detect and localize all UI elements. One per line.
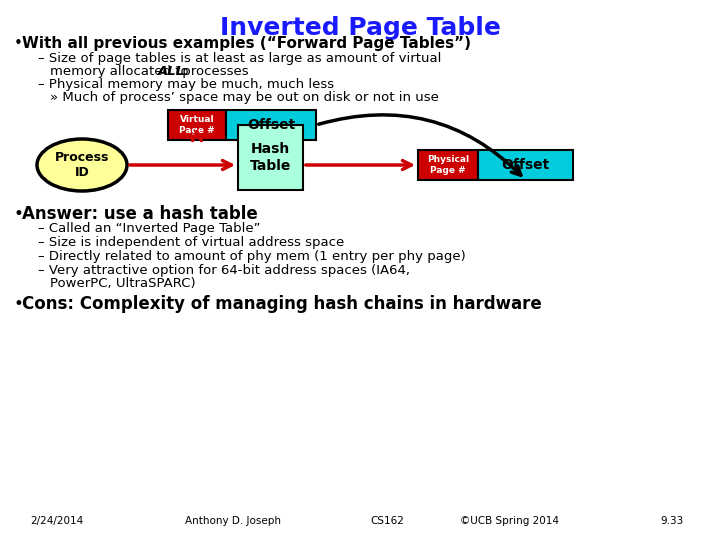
FancyBboxPatch shape <box>478 150 573 180</box>
Text: PowerPC, UltraSPARC): PowerPC, UltraSPARC) <box>50 277 196 290</box>
Text: •: • <box>14 36 23 51</box>
Text: Answer: use a hash table: Answer: use a hash table <box>22 205 258 223</box>
Text: ALL: ALL <box>158 65 185 78</box>
Text: memory allocated to: memory allocated to <box>50 65 193 78</box>
Text: •: • <box>14 295 24 313</box>
Text: Virtual
Page #: Virtual Page # <box>179 116 215 134</box>
Text: – Physical memory may be much, much less: – Physical memory may be much, much less <box>38 78 334 91</box>
Text: Inverted Page Table: Inverted Page Table <box>220 16 500 40</box>
Text: – Called an “Inverted Page Table”: – Called an “Inverted Page Table” <box>38 222 261 235</box>
Text: processes: processes <box>178 65 248 78</box>
Text: Hash
Table: Hash Table <box>250 143 291 173</box>
Text: 2/24/2014: 2/24/2014 <box>30 516 84 526</box>
Text: Offset: Offset <box>247 118 295 132</box>
Text: CS162: CS162 <box>370 516 404 526</box>
Text: Physical
Page #: Physical Page # <box>427 156 469 175</box>
FancyBboxPatch shape <box>168 110 226 140</box>
Text: Cons: Complexity of managing hash chains in hardware: Cons: Complexity of managing hash chains… <box>22 295 541 313</box>
Text: •: • <box>14 205 24 223</box>
Text: With all previous examples (“Forward Page Tables”): With all previous examples (“Forward Pag… <box>22 36 471 51</box>
Text: Anthony D. Joseph: Anthony D. Joseph <box>185 516 281 526</box>
Text: Process
ID: Process ID <box>55 151 109 179</box>
FancyBboxPatch shape <box>226 110 316 140</box>
Ellipse shape <box>37 139 127 191</box>
Text: – Directly related to amount of phy mem (1 entry per phy page): – Directly related to amount of phy mem … <box>38 250 466 263</box>
Text: – Size of page tables is at least as large as amount of virtual: – Size of page tables is at least as lar… <box>38 52 441 65</box>
Text: ©UCB Spring 2014: ©UCB Spring 2014 <box>460 516 559 526</box>
FancyBboxPatch shape <box>418 150 478 180</box>
Text: – Very attractive option for 64-bit address spaces (IA64,: – Very attractive option for 64-bit addr… <box>38 264 410 277</box>
Text: Offset: Offset <box>501 158 549 172</box>
FancyBboxPatch shape <box>238 125 303 190</box>
Text: » Much of process’ space may be out on disk or not in use: » Much of process’ space may be out on d… <box>50 91 439 104</box>
Text: 9.33: 9.33 <box>660 516 683 526</box>
Text: – Size is independent of virtual address space: – Size is independent of virtual address… <box>38 236 344 249</box>
